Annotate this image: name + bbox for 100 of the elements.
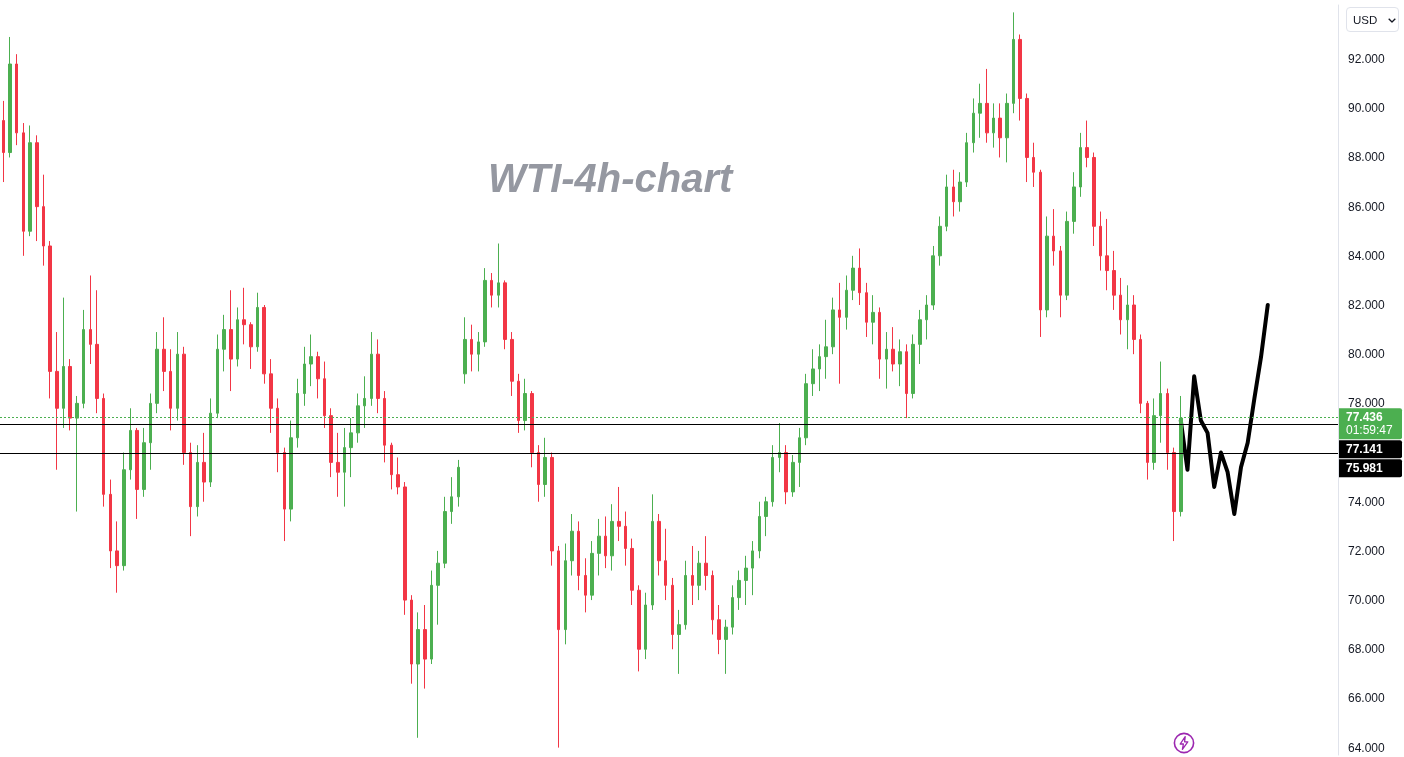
candlestick bbox=[945, 174, 948, 232]
candlestick bbox=[577, 520, 580, 591]
candlestick bbox=[1025, 93, 1029, 183]
candlestick bbox=[644, 592, 647, 660]
candlestick bbox=[343, 427, 346, 508]
candlestick bbox=[309, 334, 313, 387]
candlestick bbox=[550, 452, 554, 567]
candlestick bbox=[483, 267, 487, 348]
candlestick bbox=[885, 331, 888, 390]
candlestick bbox=[142, 427, 146, 498]
candlestick bbox=[1105, 218, 1109, 291]
candlestick bbox=[764, 496, 768, 537]
candlestick bbox=[256, 292, 259, 353]
candlestick bbox=[403, 481, 407, 616]
candlestick bbox=[370, 331, 373, 407]
y-tick-label: 80.000 bbox=[1348, 347, 1386, 362]
candlestick bbox=[537, 444, 540, 503]
candlestick bbox=[269, 358, 273, 434]
candlestick bbox=[55, 331, 59, 471]
candlestick bbox=[222, 314, 226, 372]
candlestick bbox=[202, 432, 206, 503]
candlestick bbox=[1059, 245, 1062, 318]
candlestick bbox=[109, 479, 112, 569]
candlestick bbox=[717, 604, 721, 655]
candlestick bbox=[390, 442, 393, 490]
candlestick bbox=[490, 272, 493, 308]
candlestick bbox=[724, 619, 728, 675]
candlestick bbox=[262, 304, 266, 385]
y-tick-label: 68.000 bbox=[1348, 642, 1386, 657]
candlestick bbox=[617, 486, 621, 542]
candlestick bbox=[978, 83, 982, 139]
candlestick bbox=[871, 294, 875, 345]
candlestick bbox=[450, 476, 453, 525]
candlestick bbox=[952, 169, 955, 217]
candlestick bbox=[1139, 334, 1142, 414]
candlestick bbox=[1166, 388, 1169, 471]
candlestick bbox=[771, 444, 774, 508]
candlestick bbox=[182, 346, 186, 466]
y-tick-label: 70.000 bbox=[1348, 593, 1386, 608]
candlestick bbox=[584, 557, 587, 613]
candlestick bbox=[236, 306, 239, 367]
candlestick bbox=[289, 420, 293, 522]
candlestick bbox=[530, 390, 534, 468]
candlestick bbox=[1126, 284, 1129, 350]
candlestick bbox=[697, 550, 701, 601]
candlestick bbox=[410, 594, 413, 685]
candlestick bbox=[2, 100, 5, 183]
candlestick bbox=[329, 407, 333, 478]
text: WTI-4h-chart bbox=[488, 156, 735, 200]
candlestick bbox=[992, 102, 995, 149]
candlestick bbox=[965, 132, 968, 188]
y-tick-label: 72.000 bbox=[1348, 543, 1386, 558]
candlestick bbox=[597, 518, 601, 576]
candlestick bbox=[323, 361, 326, 429]
candlestick bbox=[242, 287, 246, 345]
candlestick bbox=[925, 294, 928, 340]
ref-line-label: 75.981 bbox=[1346, 461, 1384, 476]
candlestick bbox=[8, 36, 12, 158]
candlestick bbox=[651, 493, 654, 611]
dropdown: USD bbox=[1346, 7, 1399, 32]
candlestick bbox=[162, 316, 166, 392]
candlestick bbox=[1079, 132, 1082, 198]
candlestick bbox=[135, 427, 139, 520]
candlestick bbox=[510, 331, 514, 397]
candlestick bbox=[1099, 211, 1102, 272]
candlestick bbox=[604, 515, 607, 569]
candlestick bbox=[1045, 215, 1049, 318]
candlestick bbox=[731, 584, 734, 636]
candlestick bbox=[1012, 11, 1015, 114]
candlestick bbox=[564, 543, 567, 645]
candlestick bbox=[664, 528, 667, 601]
candlestick bbox=[711, 570, 714, 636]
candlestick bbox=[1172, 447, 1176, 542]
candlestick bbox=[430, 570, 433, 665]
candlestick bbox=[1132, 294, 1136, 355]
candlestick bbox=[68, 358, 72, 431]
candlestick bbox=[878, 306, 881, 380]
candlestick bbox=[898, 338, 902, 387]
candlestick bbox=[691, 545, 694, 606]
candlestick bbox=[998, 102, 1002, 158]
candlestick bbox=[751, 540, 754, 596]
candlestick bbox=[931, 245, 935, 311]
candlestick bbox=[985, 68, 989, 144]
candlestick bbox=[1085, 120, 1089, 168]
y-tick-label: 64.000 bbox=[1348, 740, 1386, 755]
candlestick bbox=[436, 550, 440, 626]
candlestick bbox=[15, 53, 18, 146]
candlestick bbox=[1092, 152, 1096, 247]
candlestick bbox=[704, 535, 708, 591]
candlestick bbox=[818, 343, 821, 392]
candlestick bbox=[28, 124, 32, 237]
candlestick bbox=[671, 577, 674, 650]
candlestick bbox=[778, 422, 781, 473]
candlestick bbox=[891, 326, 895, 372]
candlestick bbox=[443, 496, 447, 569]
candlestick bbox=[851, 255, 855, 301]
candlestick bbox=[918, 309, 922, 365]
candlestick bbox=[838, 282, 841, 385]
candlestick bbox=[1072, 171, 1076, 235]
candlestick bbox=[95, 289, 99, 414]
